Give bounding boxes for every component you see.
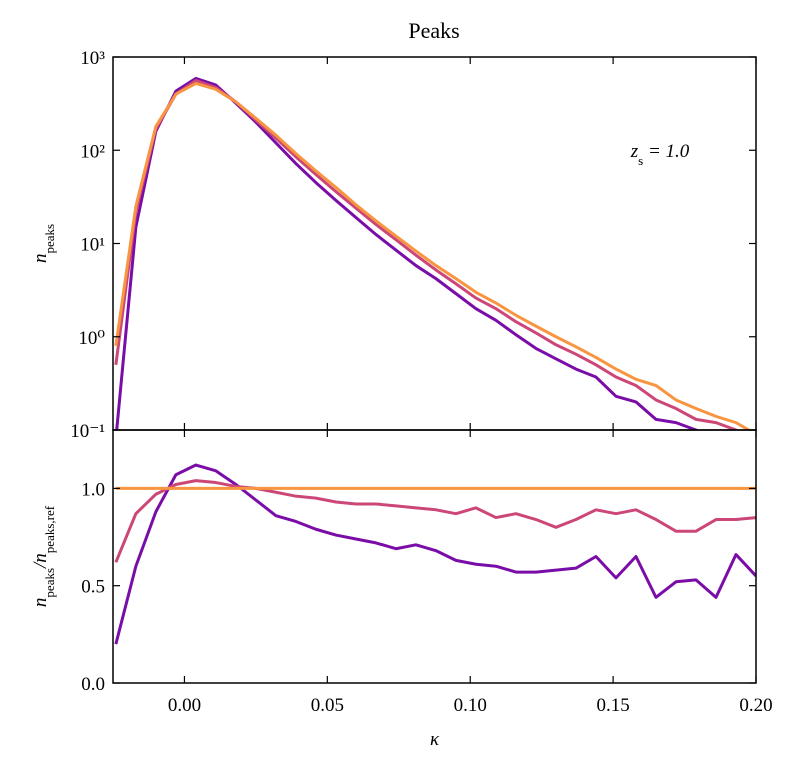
x-tick-label: 0.10 (454, 695, 487, 716)
y-tick-label: 0.5 (81, 577, 105, 598)
chart-title: Peaks (408, 18, 459, 43)
plot-area (114, 463, 756, 645)
label-part: = 1.0 (643, 141, 690, 162)
label-part: /n (30, 553, 51, 569)
label-part: n (30, 254, 51, 264)
x-axis-label: κ (430, 729, 440, 750)
y-tick-label: 10³ (80, 48, 105, 69)
y-tick-label: 10⁻¹ (70, 421, 105, 442)
label-part: κ (430, 729, 440, 750)
label-part: n (30, 598, 51, 608)
annotation: zs = 1.0 (630, 141, 690, 168)
x-tick-label: 0.05 (311, 695, 344, 716)
plot-area (114, 76, 752, 430)
y-axis-label: npeaks/npeaks,ref (30, 505, 57, 607)
x-tick-label: 0.20 (739, 695, 772, 716)
label-part: z (630, 141, 639, 162)
y-tick-label: 10⁰ (78, 328, 105, 349)
axes-frame (112, 56, 757, 431)
y-tick-label: 0.0 (81, 674, 105, 695)
line (114, 479, 756, 563)
y-axis-label: npeaks (30, 224, 57, 263)
label-subscript: s (638, 153, 643, 168)
label-subscript: peaks (42, 568, 57, 598)
x-tick-label: 0.15 (596, 695, 629, 716)
line (114, 81, 752, 430)
y-tick-label: 1.0 (81, 479, 105, 500)
y-tick-label: 10² (80, 141, 105, 162)
y-tick-label: 10¹ (80, 235, 105, 256)
label-subscript: peaks (42, 224, 57, 254)
line (114, 463, 756, 645)
x-tick-label: 0.00 (168, 695, 201, 716)
label-subscript: peaks,ref (42, 505, 57, 553)
axes-frame (112, 429, 757, 684)
